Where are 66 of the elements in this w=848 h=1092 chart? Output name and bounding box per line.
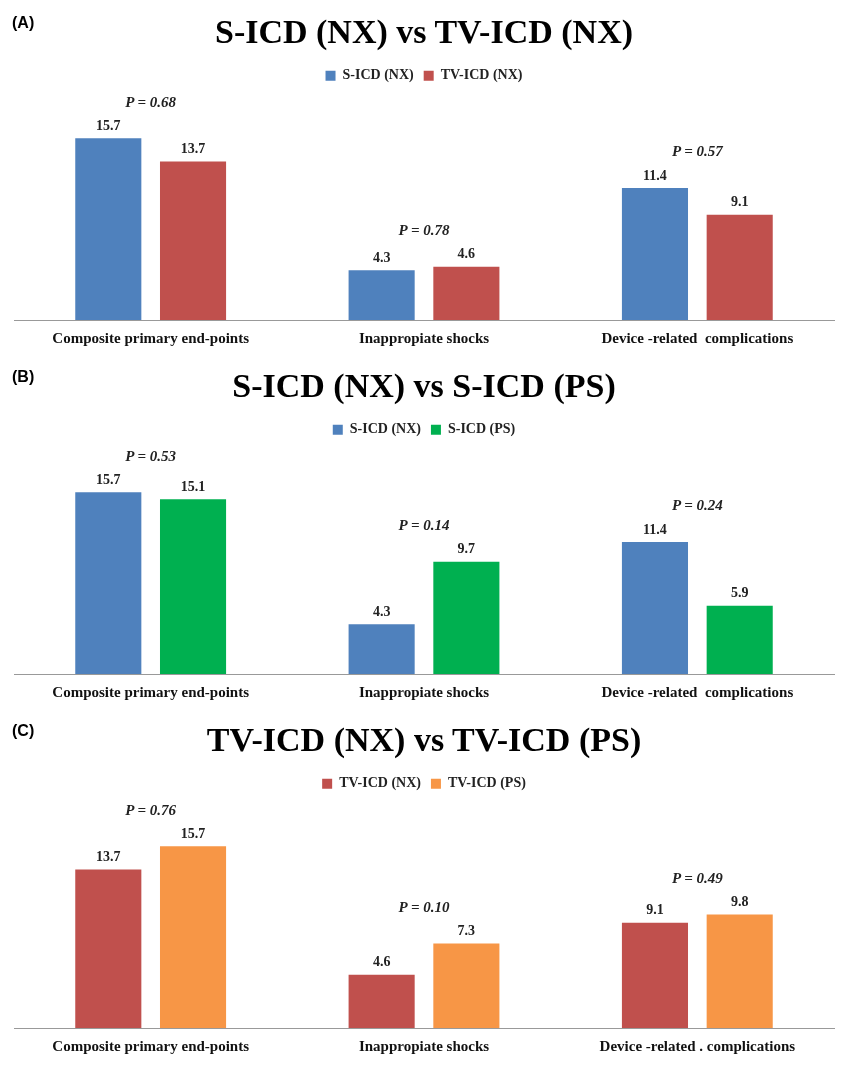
x-tick-label: Composite primary end-points <box>52 1037 250 1054</box>
annotation: P = 0.57 <box>671 143 724 160</box>
data-label: 15.7 <box>96 471 121 487</box>
bar <box>159 161 227 320</box>
bar <box>348 624 415 674</box>
data-label: 9.7 <box>457 541 476 557</box>
data-label: 9.1 <box>646 902 664 918</box>
data-label: 4.6 <box>372 954 391 970</box>
bar <box>621 188 689 320</box>
annotation: P = 0.24 <box>671 497 724 514</box>
text: P = 0.68 <box>125 93 177 110</box>
x-tick-label: Inappropiate shocks <box>358 1037 490 1054</box>
x-tick-label: Inappropiate shocks <box>358 683 490 700</box>
data-label: 15.7 <box>96 117 121 133</box>
bar <box>433 943 500 1028</box>
x-tick-label: Composite primary end-points <box>52 329 250 346</box>
data-label: 9.1 <box>730 194 749 210</box>
data-label: 13.7 <box>180 141 206 156</box>
data-label: 13.7 <box>96 849 121 864</box>
legend-label: TV-ICD (PS) <box>447 775 527 792</box>
legend-label: S-ICD (NX) <box>349 421 422 438</box>
text: P = 0.76 <box>125 801 177 818</box>
x-tick-label: Composite primary end-points <box>52 683 250 700</box>
data-label: 15.7 <box>180 825 206 841</box>
legend-label: S-ICD (NX) <box>342 67 415 84</box>
data-label: 11.4 <box>643 167 667 183</box>
bar <box>75 138 142 320</box>
data-label: 4.6 <box>457 246 476 262</box>
chart-title: TV-ICD (NX) vs TV-ICD (PS) <box>206 721 642 760</box>
data-label: 5.9 <box>730 585 749 601</box>
bar <box>159 846 227 1028</box>
text: (A) <box>12 14 35 32</box>
data-label: 11.4 <box>643 521 667 537</box>
legend-label: S-ICD (PS) <box>447 421 516 438</box>
chart-title: S-ICD (NX) vs S-ICD (PS) <box>232 367 616 406</box>
annotation: P = 0.78 <box>398 222 450 239</box>
bar <box>621 542 689 674</box>
bar <box>75 492 142 674</box>
bar <box>348 974 415 1028</box>
text: (B) <box>12 368 35 386</box>
x-tick-label: Device -related . complications <box>599 1037 796 1054</box>
bar <box>621 922 689 1028</box>
bar <box>348 270 415 320</box>
x-tick-label: Device -related complications <box>601 683 794 700</box>
annotation: P = 0.14 <box>398 517 450 534</box>
data-label: 7.3 <box>457 923 476 939</box>
bar <box>706 605 773 674</box>
chart-title: S-ICD (NX) vs TV-ICD (NX) <box>214 13 634 52</box>
annotation: P = 0.10 <box>398 898 450 915</box>
x-tick-label: Device -related complications <box>601 329 794 346</box>
data-label: 15.1 <box>180 478 206 494</box>
bar <box>159 499 227 674</box>
bar <box>706 914 773 1028</box>
data-label: 4.3 <box>372 249 391 265</box>
data-label: 9.8 <box>730 894 749 910</box>
legend-label: TV-ICD (NX) <box>339 775 422 792</box>
x-tick-label: Inappropiate shocks <box>358 329 490 346</box>
bar <box>706 214 773 320</box>
legend-label: TV-ICD (NX) <box>440 67 523 84</box>
text: (C) <box>12 722 35 740</box>
bar <box>75 869 142 1028</box>
annotation: P = 0.49 <box>671 869 724 886</box>
bar <box>433 561 500 674</box>
data-label: 4.3 <box>372 603 391 619</box>
bar <box>433 266 500 320</box>
text: P = 0.53 <box>125 447 177 464</box>
